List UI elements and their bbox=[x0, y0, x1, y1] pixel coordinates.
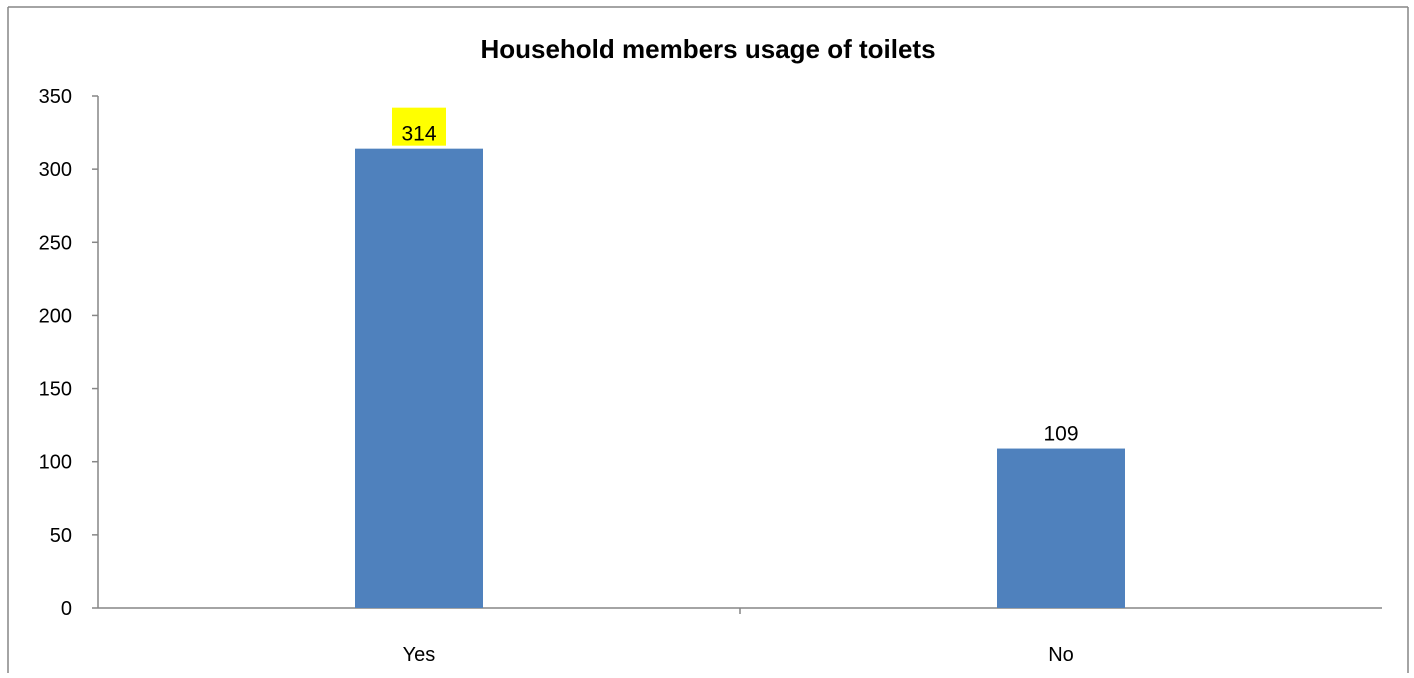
data-label: 109 bbox=[1043, 423, 1078, 446]
chart-title: Household members usage of toilets bbox=[480, 34, 935, 64]
y-axis: 0 50 100 150 200 250 300 350 bbox=[39, 86, 99, 620]
x-tick-label: Yes bbox=[403, 644, 436, 666]
x-tick-label: No bbox=[1048, 644, 1074, 666]
bars bbox=[355, 148, 1125, 609]
data-label: 314 bbox=[401, 123, 436, 146]
y-tick-label: 150 bbox=[39, 379, 72, 401]
bar bbox=[355, 148, 483, 609]
y-tick-label: 350 bbox=[39, 86, 72, 108]
x-axis: Yes No bbox=[98, 607, 1382, 666]
y-tick-label: 100 bbox=[39, 452, 72, 474]
y-tick-label: 300 bbox=[39, 159, 72, 181]
y-tick-label: 250 bbox=[39, 232, 72, 254]
data-label-highlight bbox=[392, 107, 446, 146]
bar bbox=[997, 448, 1125, 608]
y-tick-label: 200 bbox=[39, 305, 72, 327]
y-tick-label: 50 bbox=[50, 525, 72, 547]
y-tick-label: 0 bbox=[61, 598, 72, 620]
data-labels: 314 109 bbox=[392, 107, 1079, 446]
